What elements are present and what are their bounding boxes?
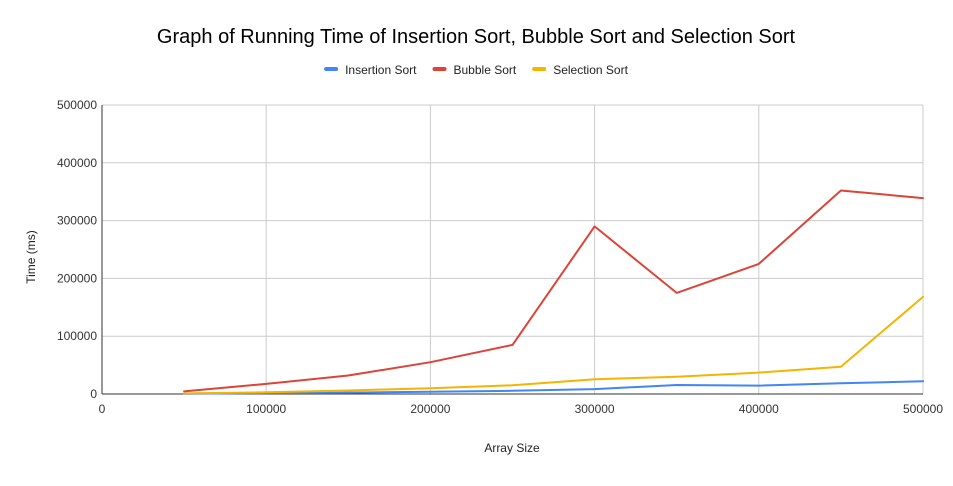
- y-tick-label: 200000: [57, 271, 97, 285]
- selection-sort-line: [183, 295, 924, 395]
- legend-item: Selection Sort: [532, 63, 629, 77]
- legend: Insertion Sort Bubble Sort Selection Sort: [324, 63, 629, 77]
- insertion-sort-line: [183, 380, 924, 395]
- y-tick-label: 500000: [57, 98, 97, 112]
- legend-label: Selection Sort: [553, 63, 628, 77]
- y-tick-label: 400000: [57, 156, 97, 170]
- y-tick-label: 0: [90, 387, 97, 401]
- y-tick-label: 300000: [57, 214, 97, 228]
- series-lines: [183, 189, 924, 395]
- x-tick-label: 100000: [246, 402, 286, 416]
- gridlines: [102, 104, 924, 394]
- x-axis-label: Array Size: [484, 441, 540, 455]
- x-tick-label: 0: [99, 402, 106, 416]
- legend-label: Bubble Sort: [454, 63, 517, 77]
- bubble-sort-line: [183, 189, 924, 393]
- legend-label: Insertion Sort: [345, 63, 417, 77]
- x-tick-label: 300000: [575, 402, 615, 416]
- legend-swatch: [532, 67, 547, 71]
- axes: [101, 105, 923, 395]
- chart-title: Graph of Running Time of Insertion Sort,…: [157, 26, 796, 48]
- x-tick-label: 500000: [903, 402, 943, 416]
- y-tick-label: 100000: [57, 329, 97, 343]
- legend-swatch: [324, 67, 339, 71]
- legend-item: Bubble Sort: [432, 63, 517, 77]
- tick-labels: 0 100000 200000 300000 400000 500000 0 100000 20…: [57, 98, 943, 416]
- x-tick-label: 200000: [410, 402, 450, 416]
- y-axis-label: Time (ms): [24, 230, 38, 284]
- legend-item: Insertion Sort: [324, 63, 417, 77]
- x-tick-label: 400000: [739, 402, 779, 416]
- legend-swatch: [432, 67, 447, 71]
